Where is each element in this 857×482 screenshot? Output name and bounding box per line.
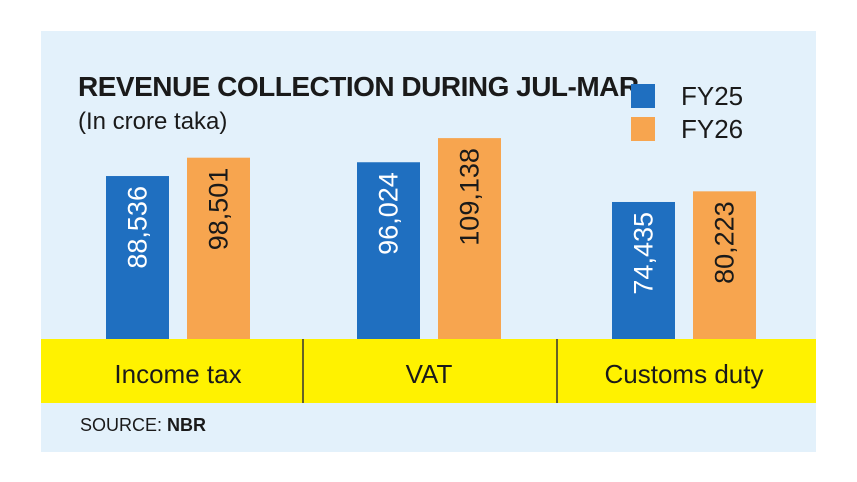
- data-label-customs-duty-fy26: 80,223: [710, 201, 740, 284]
- data-label-vat-fy25: 96,024: [374, 172, 404, 255]
- bar-income-tax-fy26: [187, 157, 250, 339]
- legend-label-fy25: FY25: [681, 80, 744, 111]
- category-label-customs-duty: Customs duty: [605, 359, 764, 389]
- category-label-income-tax: Income tax: [114, 359, 241, 389]
- category-label-vat: VAT: [406, 359, 453, 389]
- source-prefix: SOURCE:: [80, 415, 168, 435]
- data-label-vat-fy26: 109,138: [455, 148, 485, 246]
- bar-customs-duty-fy26: [693, 191, 756, 339]
- bar-vat-fy26: [438, 138, 501, 339]
- bar-income-tax-fy25: [106, 176, 169, 339]
- source-name: NBR: [167, 415, 207, 435]
- legend-swatch-fy25: [631, 84, 655, 108]
- chart-subtitle: (In crore taka): [78, 108, 228, 135]
- data-label-income-tax-fy25: 88,536: [123, 186, 153, 269]
- data-label-customs-duty-fy25: 74,435: [629, 212, 659, 295]
- legend-swatch-fy26: [631, 117, 655, 141]
- legend-item-fy25: FY25: [631, 81, 743, 111]
- legend-label-fy26: FY26: [681, 113, 744, 144]
- chart-title: REVENUE COLLECTION DURING JUL-MAR: [78, 71, 639, 102]
- bar-customs-duty-fy25: [612, 201, 675, 339]
- source-note: SOURCE: NBR: [80, 415, 206, 436]
- category-band: [41, 339, 816, 403]
- legend-item-fy26: FY26: [631, 114, 743, 144]
- bar-vat-fy25: [357, 162, 420, 339]
- data-label-income-tax-fy26: 98,501: [204, 168, 234, 251]
